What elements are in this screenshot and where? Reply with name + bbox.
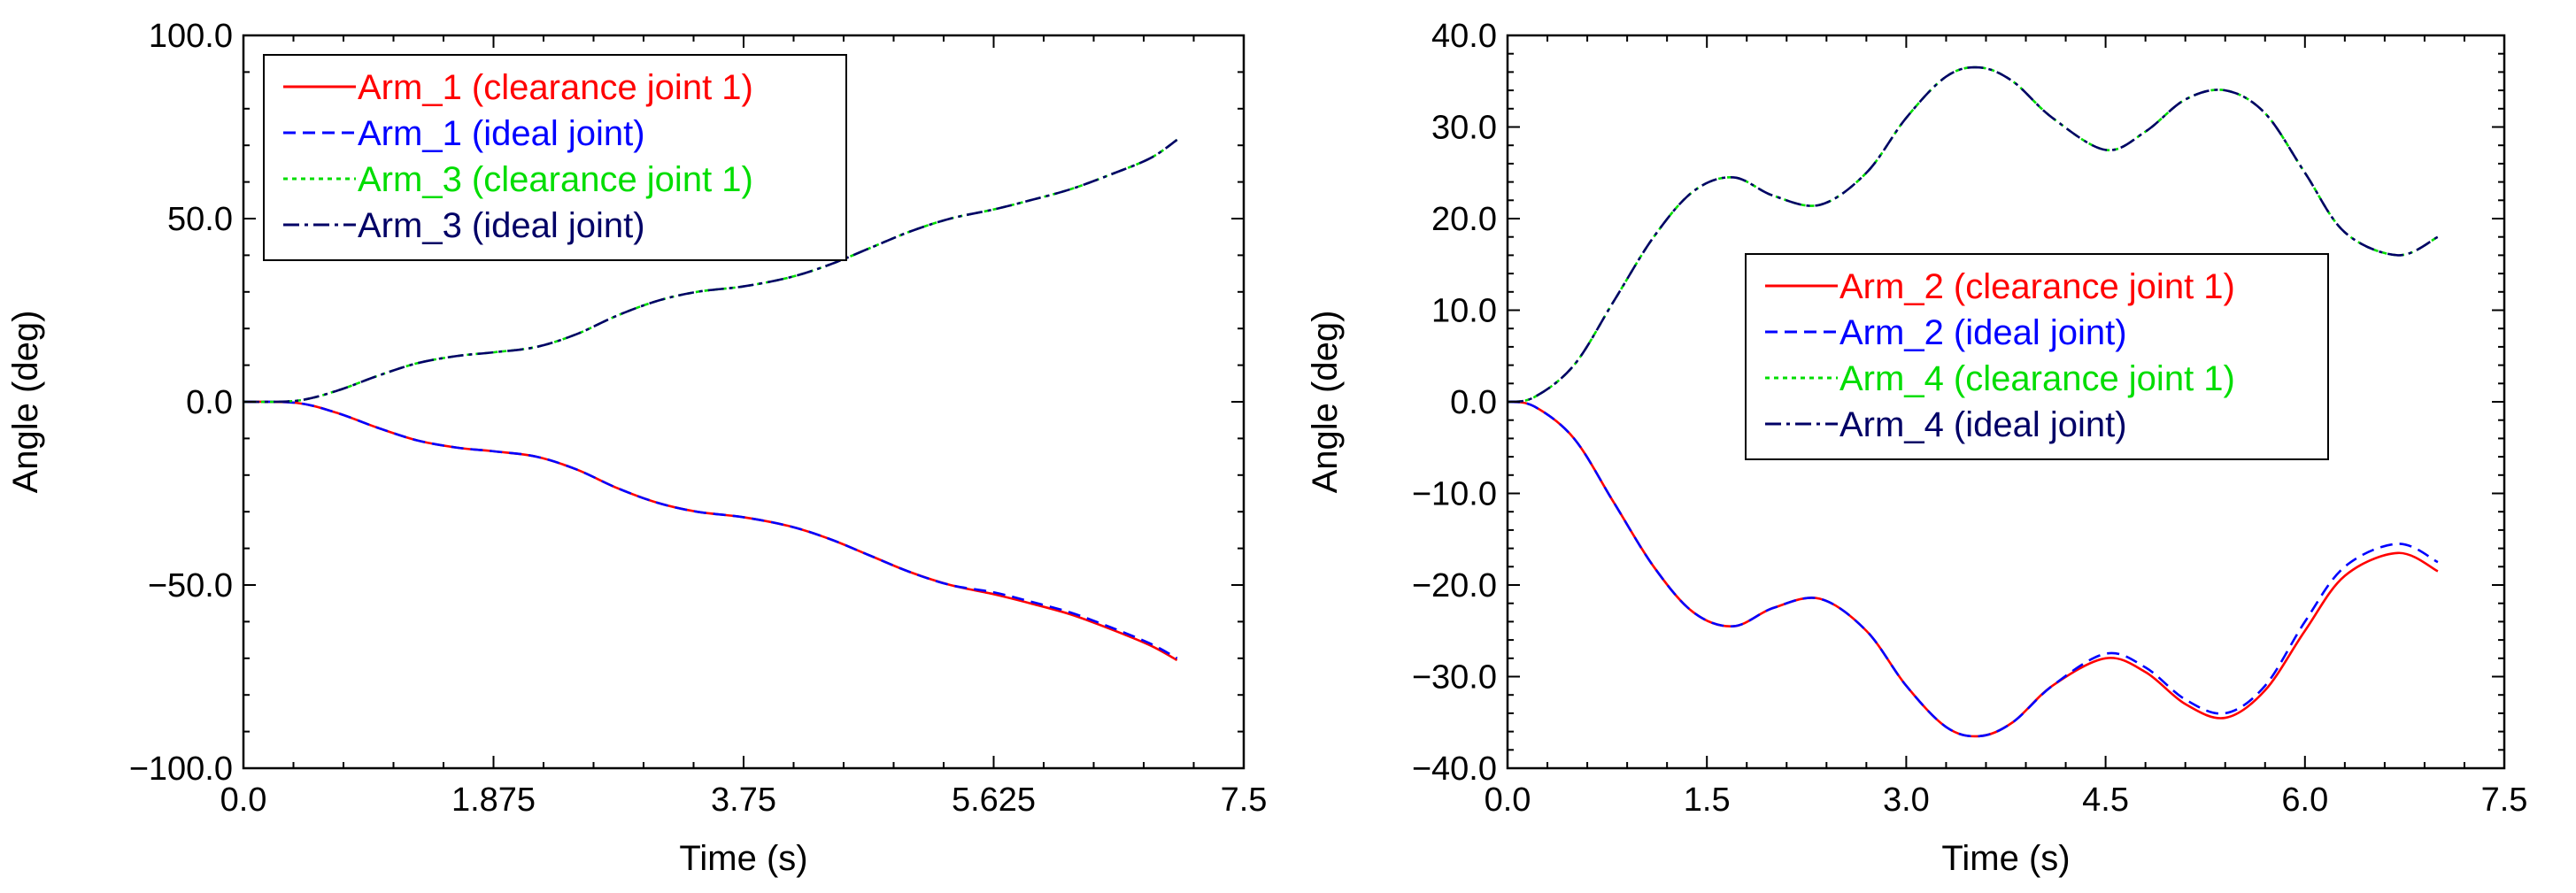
legend: Arm_2 (clearance joint 1) Arm_2 (ideal jo…: [1745, 253, 2329, 460]
legend-label-2: Arm_1 (ideal joint): [358, 114, 645, 153]
x-tick-label: 3.75: [711, 781, 776, 819]
x-axis-title: Time (s): [679, 839, 807, 878]
y-tick-label: −10.0: [1412, 476, 1497, 513]
y-tick-label: 50.0: [167, 201, 233, 238]
y-tick-label: −50.0: [148, 567, 233, 604]
y-tick-label: −20.0: [1412, 567, 1497, 604]
y-tick-label: 30.0: [1431, 110, 1497, 147]
x-tick-label: 3.0: [1883, 781, 1930, 819]
y-tick-label: 40.0: [1431, 18, 1497, 55]
series-lines: [1507, 65, 2439, 738]
y-tick-label: −100.0: [129, 751, 233, 788]
y-tick-label: 0.0: [1450, 384, 1497, 421]
x-tick-label: 7.5: [2481, 781, 2528, 819]
y-tick-label: 20.0: [1431, 201, 1497, 238]
series-line-1: [1507, 400, 2439, 738]
legend-label-3: Arm_4 (clearance joint 1): [1839, 359, 2235, 398]
legend-label-1: Arm_1 (clearance joint 1): [358, 68, 753, 107]
legend-label-1: Arm_2 (clearance joint 1): [1839, 267, 2235, 306]
x-tick-label: 7.5: [1221, 781, 1268, 819]
y-tick-label: −30.0: [1412, 659, 1497, 697]
series-line-2: [243, 400, 1178, 659]
right-chart: 0.0 1.5 3.0 4.5 6.0 7.5 −40.0 −30.0 −20.0 −10.0 0.…: [1306, 18, 2527, 878]
series-line-4: [1507, 65, 2439, 404]
y-axis-title: Angle (deg): [1306, 311, 1345, 494]
x-tick-label: 4.5: [2082, 781, 2129, 819]
x-tick-label: 6.0: [2281, 781, 2328, 819]
left-chart: 0.0 1.875 3.75 5.625 7.5 −100.0 −50.0 0.0 50.0 10…: [6, 18, 1267, 878]
series-line-1: [243, 400, 1178, 662]
legend-label-4: Arm_3 (ideal joint): [358, 206, 645, 245]
x-tick-label: 0.0: [220, 781, 267, 819]
legend: Arm_1 (clearance joint 1) Arm_1 (ideal jo…: [263, 54, 847, 261]
x-tick-label: 0.0: [1485, 781, 1531, 819]
legend-label-2: Arm_2 (ideal joint): [1839, 313, 2127, 352]
y-axis-title: Angle (deg): [6, 311, 45, 494]
legend-label-3: Arm_3 (clearance joint 1): [358, 160, 753, 199]
series-lines: [243, 138, 1178, 662]
legend-box: [263, 54, 847, 261]
legend-box: [1745, 253, 2329, 460]
x-axis-title: Time (s): [1941, 839, 2070, 878]
x-tick-label: 1.875: [451, 781, 536, 819]
x-tick-label: 1.5: [1684, 781, 1731, 819]
x-tick-label: 5.625: [952, 781, 1036, 819]
legend-label-4: Arm_4 (ideal joint): [1839, 405, 2127, 444]
series-line-2: [1507, 400, 2439, 738]
y-tick-label: 0.0: [186, 384, 233, 421]
series-line-4: [243, 138, 1178, 404]
y-tick-label: −40.0: [1412, 751, 1497, 788]
y-tick-label: 10.0: [1431, 293, 1497, 330]
y-tick-label: 100.0: [149, 18, 233, 55]
